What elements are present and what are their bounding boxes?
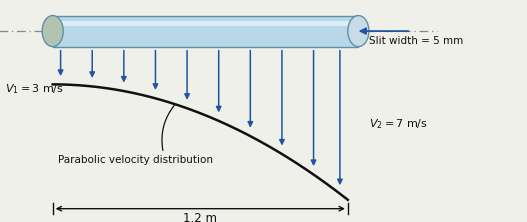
- Text: Slit width = 5 mm: Slit width = 5 mm: [369, 36, 463, 46]
- Text: $V_1 = 3$ m/s: $V_1 = 3$ m/s: [5, 82, 64, 96]
- Text: Parabolic velocity distribution: Parabolic velocity distribution: [58, 155, 213, 165]
- Text: $V_2 = 7$ m/s: $V_2 = 7$ m/s: [369, 117, 428, 131]
- Ellipse shape: [42, 16, 63, 47]
- Ellipse shape: [348, 16, 369, 47]
- Text: 1.2 m: 1.2 m: [183, 212, 217, 222]
- Bar: [53, 16, 358, 47]
